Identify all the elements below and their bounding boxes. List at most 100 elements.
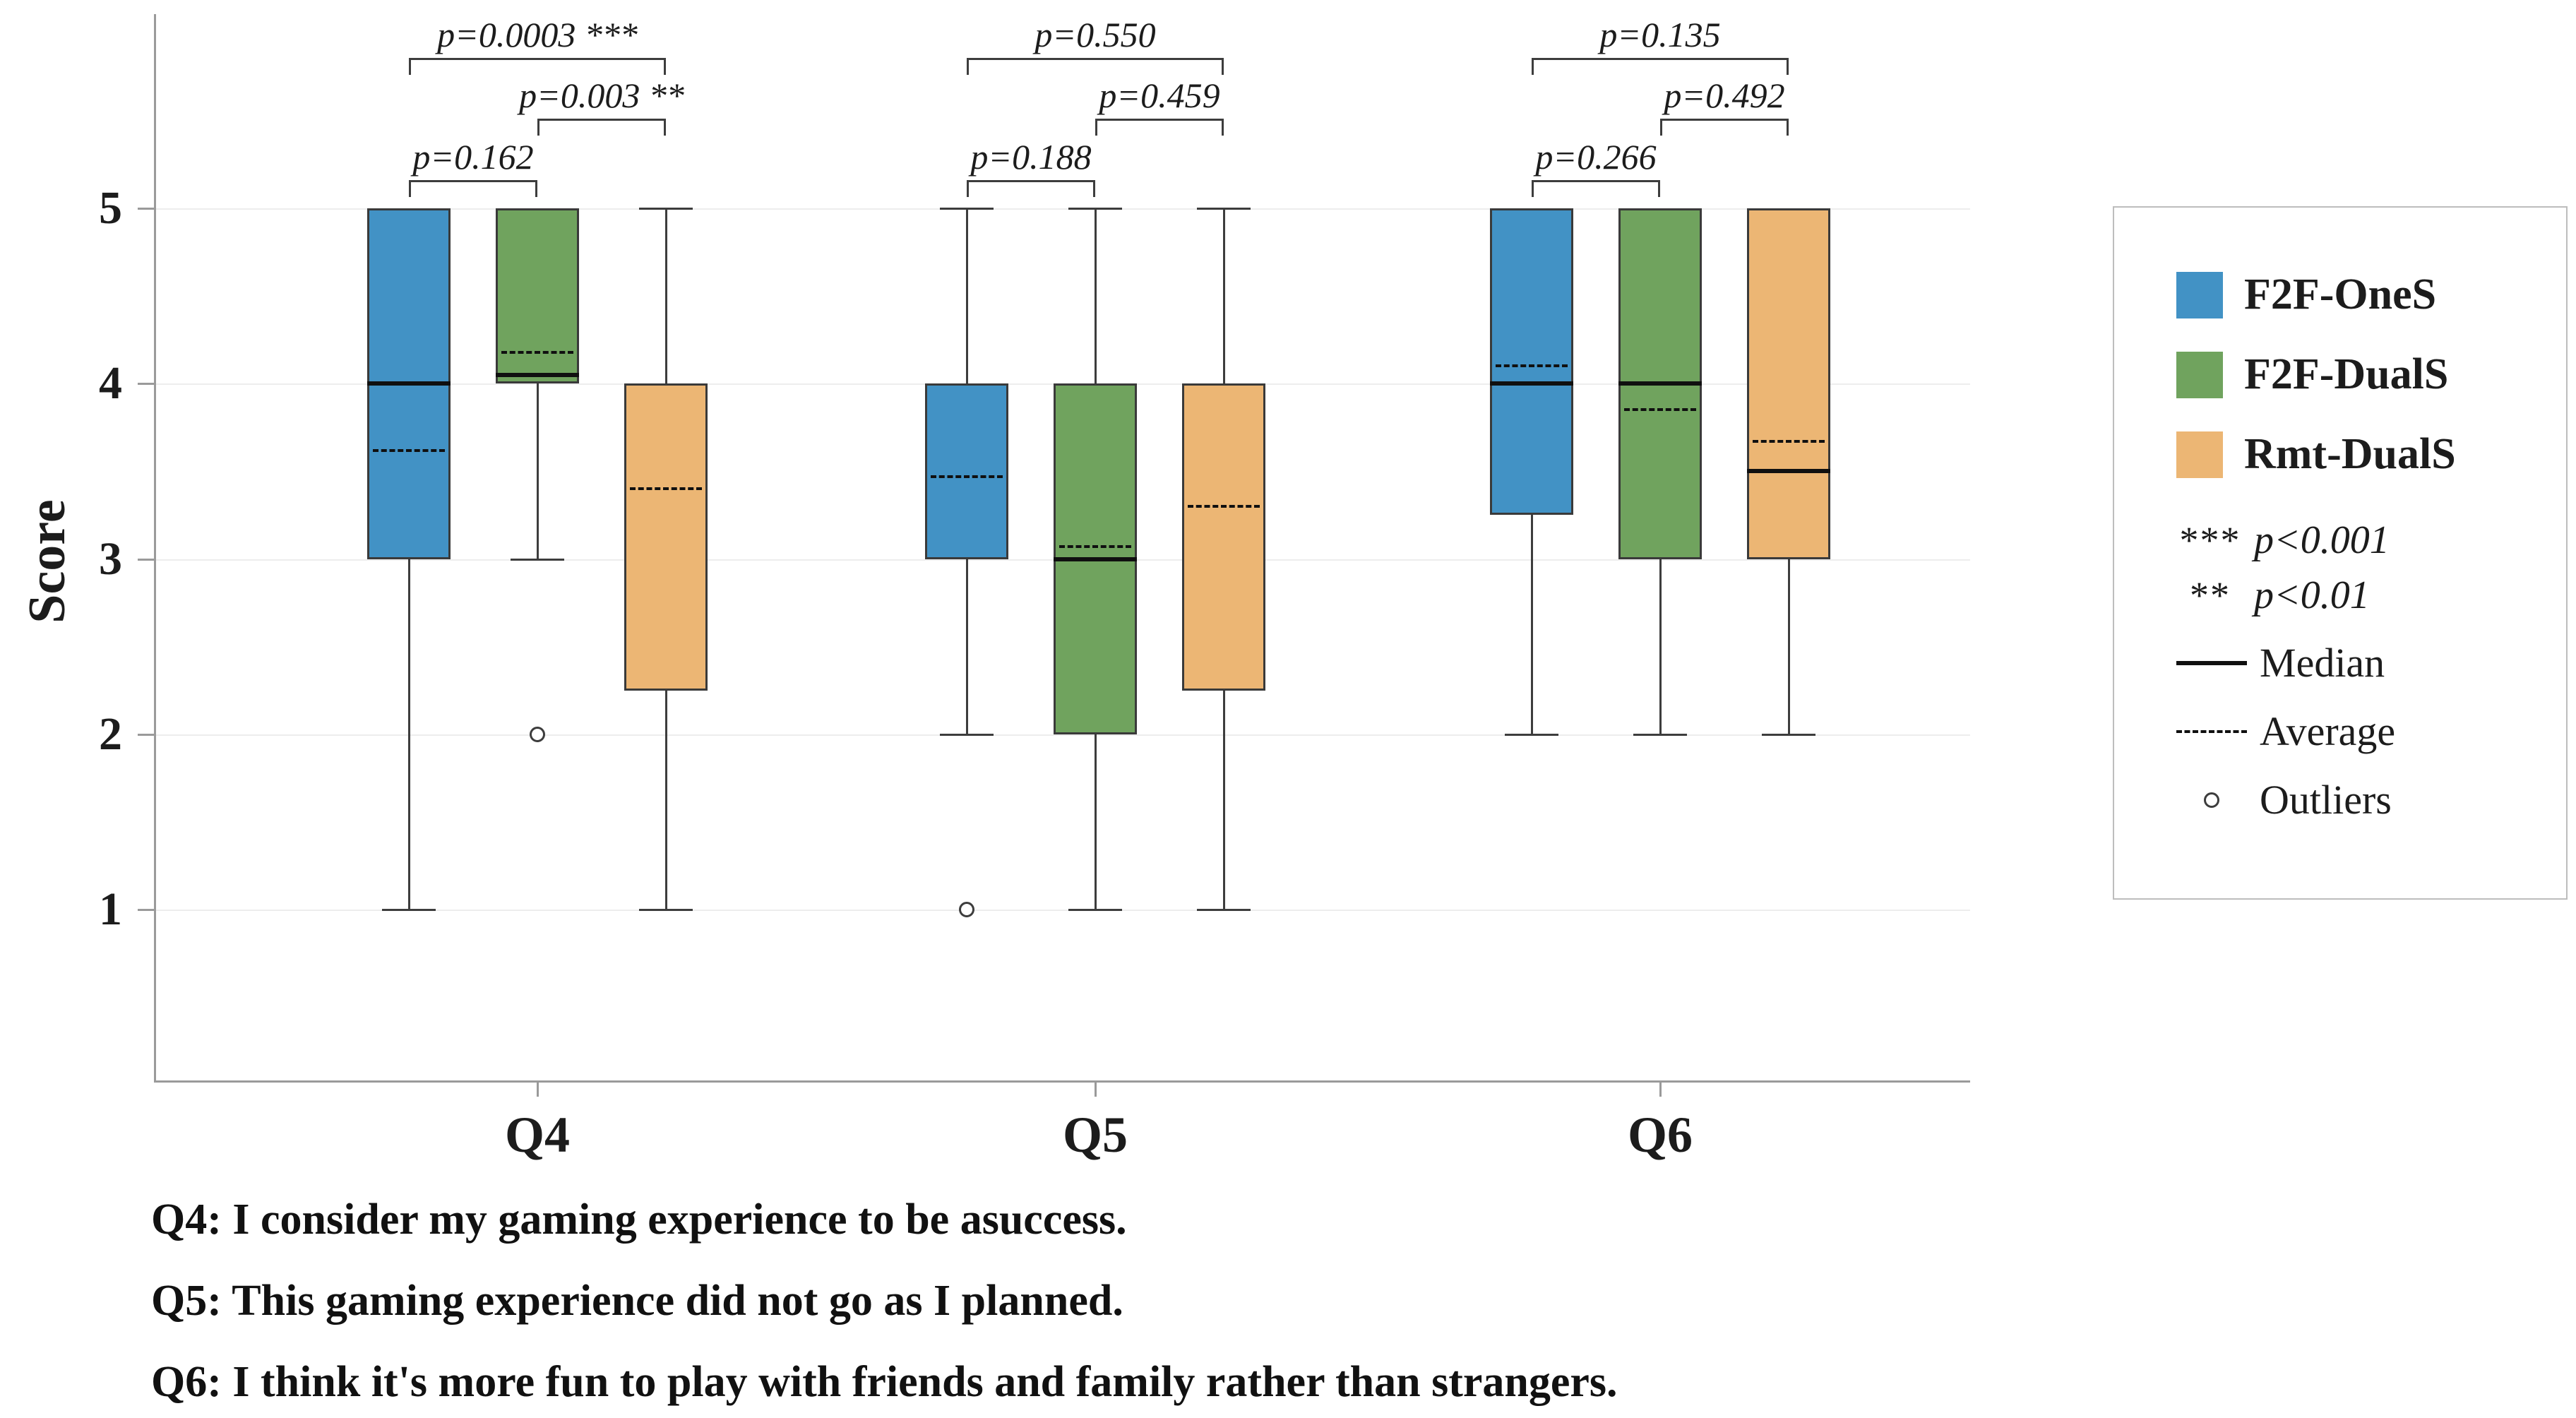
box-q4-rmt-duals — [624, 383, 708, 691]
legend-series-list: F2F-OneS F2F-DualS Rmt-DualS — [2176, 270, 2552, 479]
plot-area: 1 2 3 4 5 Q4 Q5 Q6 p=0.162 p=0.003 ** p=0.0003 ***… — [99, 14, 1970, 1163]
gridline-2 — [156, 734, 1970, 736]
mean-line-q4-f2f-ones — [373, 449, 445, 452]
sig-bracket-q6-1-2 — [1660, 119, 1789, 121]
outliers-label: Outliers — [2260, 777, 2392, 823]
legend-swatch-f2f-ones — [2176, 271, 2223, 318]
median-label: Median — [2260, 640, 2385, 686]
box-q5-rmt-duals — [1182, 383, 1265, 691]
y-tick-mark — [138, 734, 156, 736]
mean-line-q4-rmt-duals — [630, 487, 702, 490]
sig-bracket-q4-1-2 — [537, 119, 666, 121]
median-line-q6-f2f-duals — [1618, 381, 1702, 386]
whisker-cap-upper-q5-f2f-ones — [940, 208, 994, 210]
whisker-cap-lower-q6-rmt-duals — [1762, 734, 1815, 736]
whisker-lower-q4-f2f-ones — [408, 559, 410, 910]
whisker-lower-q4-rmt-duals — [665, 691, 667, 910]
whisker-cap-upper-q5-rmt-duals — [1197, 208, 1251, 210]
x-tick-label-q4: Q4 — [504, 1107, 570, 1163]
mean-line-q6-f2f-ones — [1496, 364, 1568, 367]
sig-bracket-tick — [535, 180, 537, 197]
sig-bracket-q4-0-2 — [409, 58, 666, 60]
whisker-upper-q5-rmt-duals — [1223, 208, 1225, 383]
outlier-q5-f2f-ones — [959, 902, 974, 917]
average-line-icon — [2176, 729, 2247, 733]
x-tick-mark — [1659, 1083, 1662, 1097]
legend-sig-row: ** p<0.01 — [2176, 573, 2552, 618]
sig-bracket-tick — [967, 180, 969, 197]
sig-p-label-q5-0-1: p=0.188 — [970, 137, 1092, 177]
legend-significance-key: *** p<0.001 ** p<0.01 — [2176, 518, 2552, 618]
sig-bracket-tick — [1787, 119, 1789, 136]
sig-bracket-tick — [1532, 180, 1534, 197]
sig-bracket-q4-0-1 — [409, 180, 537, 182]
sig-three-stars-meaning: p<0.001 — [2254, 518, 2390, 562]
sig-p-label-q6-0-1: p=0.266 — [1535, 137, 1657, 177]
whisker-lower-q6-f2f-ones — [1531, 515, 1533, 734]
legend-item-f2f-ones: F2F-OneS — [2176, 270, 2552, 320]
whisker-cap-lower-q5-f2f-ones — [940, 734, 994, 736]
sig-bracket-q5-1-2 — [1095, 119, 1224, 121]
whisker-lower-q5-f2f-duals — [1095, 734, 1097, 910]
footnote-q6: Q6: I think it's more fun to play with f… — [151, 1358, 1618, 1406]
median-line-icon — [2176, 660, 2247, 665]
whisker-cap-lower-q6-f2f-duals — [1633, 734, 1687, 736]
sig-bracket-tick — [1222, 119, 1224, 136]
mean-line-q5-f2f-duals — [1059, 545, 1131, 548]
legend-item-label: F2F-DualS — [2244, 350, 2449, 398]
x-tick-label-q6: Q6 — [1627, 1107, 1693, 1163]
whisker-upper-q4-rmt-duals — [665, 208, 667, 383]
whisker-cap-upper-q4-rmt-duals — [639, 208, 693, 210]
question-footnotes: Q4: I consider my gaming experience to b… — [151, 1195, 1618, 1418]
y-tick-label: 2 — [99, 708, 122, 760]
sig-bracket-tick — [409, 58, 411, 75]
mean-line-q6-rmt-duals — [1753, 440, 1825, 443]
sig-bracket-q5-0-1 — [967, 180, 1095, 182]
mean-line-q5-f2f-ones — [931, 475, 1003, 478]
sig-p-label-q4-1-2: p=0.003 ** — [519, 76, 684, 115]
gridline-1 — [156, 910, 1970, 911]
sig-p-label-q6-1-2: p=0.492 — [1664, 76, 1785, 115]
legend-average-row: Average — [2176, 708, 2552, 755]
whisker-lower-q5-rmt-duals — [1223, 691, 1225, 910]
legend-outliers-row: Outliers — [2176, 776, 2552, 823]
average-label: Average — [2260, 708, 2396, 754]
legend: F2F-OneS F2F-DualS Rmt-DualS *** p<0.001 *… — [2113, 206, 2568, 900]
sig-p-label-q4-0-2: p=0.0003 *** — [437, 15, 638, 54]
y-tick-label: 5 — [99, 182, 122, 234]
y-tick-mark — [138, 383, 156, 385]
legend-swatch-rmt-duals — [2176, 431, 2223, 478]
sig-bracket-tick — [1658, 180, 1660, 197]
box-q4-f2f-duals — [496, 208, 579, 383]
y-tick-label: 1 — [99, 883, 122, 935]
sig-p-label-q6-0-2: p=0.135 — [1599, 15, 1721, 54]
whisker-cap-lower-q5-rmt-duals — [1197, 909, 1251, 911]
gridline-5 — [156, 208, 1970, 210]
whisker-upper-q5-f2f-duals — [1095, 208, 1097, 383]
sig-two-stars: ** — [2190, 574, 2231, 616]
sig-bracket-tick — [1093, 180, 1095, 197]
footnote-q4: Q4: I consider my gaming experience to b… — [151, 1196, 1127, 1244]
sig-p-label-q4-0-1: p=0.162 — [412, 137, 534, 177]
sig-two-stars-meaning: p<0.01 — [2254, 573, 2370, 617]
median-line-q4-f2f-duals — [496, 373, 579, 377]
mean-line-q4-f2f-duals — [501, 351, 573, 354]
sig-bracket-tick — [409, 180, 411, 197]
footnote-q5: Q5: This gaming experience did not go as… — [151, 1277, 1123, 1325]
legend-median-row: Median — [2176, 639, 2552, 686]
whisker-lower-q6-f2f-duals — [1659, 559, 1662, 734]
y-tick-mark — [138, 559, 156, 561]
whisker-upper-q5-f2f-ones — [966, 208, 968, 383]
sig-bracket-tick — [967, 58, 969, 75]
mean-line-q6-f2f-duals — [1624, 408, 1696, 411]
y-tick-label: 3 — [99, 533, 122, 585]
box-q6-f2f-ones — [1490, 208, 1573, 515]
whisker-cap-lower-q4-f2f-ones — [382, 909, 436, 911]
sig-bracket-tick — [1532, 58, 1534, 75]
x-tick-mark — [537, 1083, 539, 1097]
sig-bracket-tick — [1222, 58, 1224, 75]
legend-swatch-f2f-duals — [2176, 351, 2223, 398]
sig-bracket-tick — [664, 119, 666, 136]
sig-bracket-q6-0-1 — [1532, 180, 1660, 182]
whisker-cap-lower-q4-rmt-duals — [639, 909, 693, 911]
